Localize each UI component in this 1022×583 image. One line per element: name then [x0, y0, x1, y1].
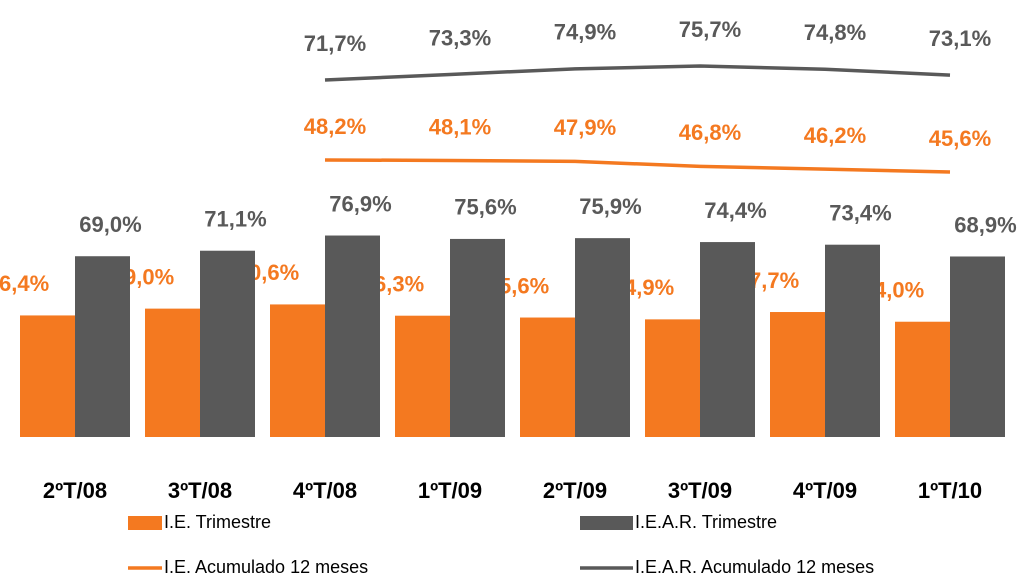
bar: [575, 238, 630, 437]
bar: [770, 312, 825, 437]
bar: [145, 308, 200, 437]
data-label: 75,9%: [579, 194, 641, 219]
legend-label: I.E.A.R. Acumulado 12 meses: [635, 557, 874, 577]
x-tick-label: 3ºT/08: [168, 478, 232, 503]
data-label: 46,2%: [804, 123, 866, 148]
x-tick-label: 1ºT/10: [918, 478, 982, 503]
data-label: 71,1%: [204, 207, 266, 232]
bar: [270, 304, 325, 437]
legend-swatch: [128, 516, 162, 530]
line: [324, 158, 951, 174]
data-label: 45,6%: [929, 126, 991, 151]
bar: [200, 250, 255, 437]
legend-label: I.E. Acumulado 12 meses: [164, 557, 368, 577]
data-label: 75,6%: [454, 195, 516, 220]
data-label: 47,9%: [554, 115, 616, 140]
x-tick-label: 4ºT/09: [793, 478, 857, 503]
bar: [645, 319, 700, 437]
data-label: 74,9%: [554, 20, 616, 45]
bar: [75, 256, 130, 437]
bar: [520, 317, 575, 437]
data-label: 74,8%: [804, 20, 866, 45]
x-tick-label: 3ºT/09: [668, 478, 732, 503]
data-label: 46,8%: [679, 120, 741, 145]
legend-label: I.E. Trimestre: [164, 512, 271, 532]
bar: [700, 242, 755, 437]
bar: [950, 256, 1005, 437]
line: [324, 64, 951, 82]
bar: [895, 321, 950, 437]
bar: [450, 238, 505, 437]
bar: [395, 315, 450, 437]
x-tick-label: 1ºT/09: [418, 478, 482, 503]
bar: [20, 315, 75, 437]
data-label: 75,7%: [679, 17, 741, 42]
x-tick-label: 2ºT/08: [43, 478, 107, 503]
data-label: 73,3%: [429, 25, 491, 50]
x-tick-label: 2ºT/09: [543, 478, 607, 503]
bar: [325, 235, 380, 437]
data-label: 48,2%: [304, 114, 366, 139]
data-label: 73,1%: [929, 26, 991, 51]
data-label: 69,0%: [79, 212, 141, 237]
x-tick-label: 4ºT/08: [293, 478, 357, 503]
data-label: 76,9%: [329, 191, 391, 216]
data-label: 48,1%: [429, 114, 491, 139]
data-label: 74,4%: [704, 198, 766, 223]
data-label: 71,7%: [304, 31, 366, 56]
bar: [825, 244, 880, 437]
data-label: 68,9%: [954, 212, 1016, 237]
data-label: 46,4%: [0, 271, 49, 296]
legend-label: I.E.A.R. Trimestre: [635, 512, 777, 532]
legend-swatch: [580, 516, 633, 530]
data-label: 73,4%: [829, 201, 891, 226]
